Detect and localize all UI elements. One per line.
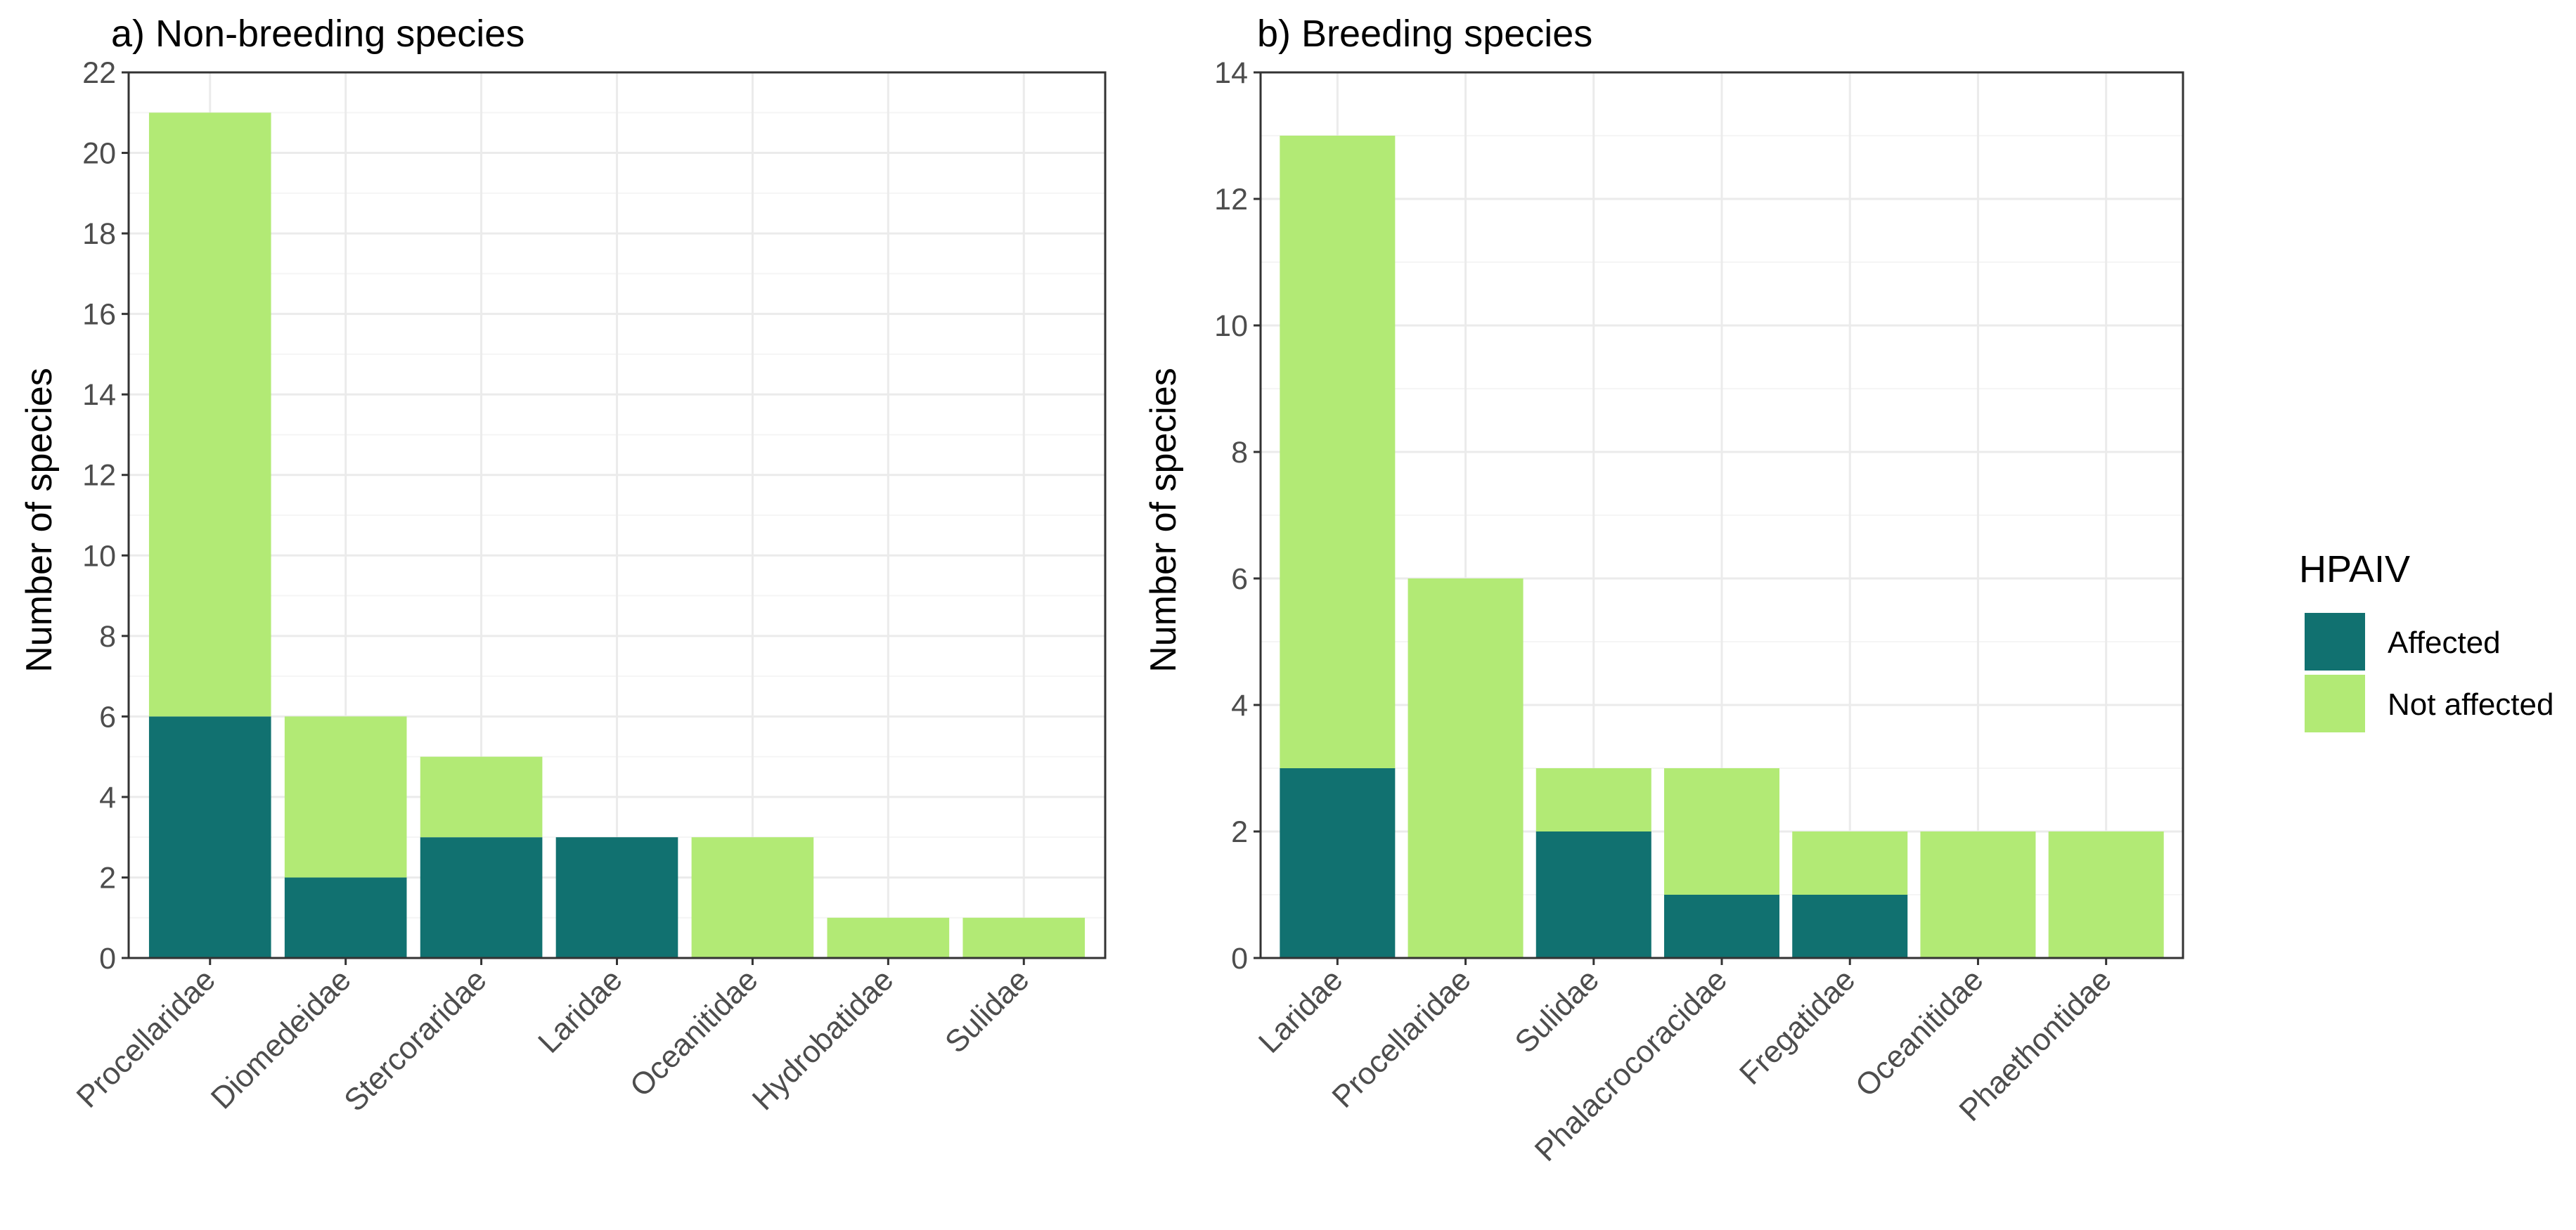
bar-not-affected (1408, 578, 1524, 958)
y-tick-label: 14 (1214, 56, 1248, 90)
y-tick-label: 6 (99, 700, 116, 734)
bar-affected (1792, 895, 1908, 958)
bar-not-affected (2048, 831, 2164, 958)
y-tick-label: 12 (1214, 183, 1248, 216)
y-tick-label: 20 (82, 137, 116, 171)
x-tick-label: Laridae (1252, 962, 1349, 1059)
x-tick-label: Hydrobatidae (746, 962, 901, 1117)
y-tick-label: 12 (82, 459, 116, 493)
y-tick-label: 4 (99, 781, 116, 815)
bars (148, 112, 1086, 958)
y-tick-label: 0 (1231, 942, 1248, 976)
legend-label-affected: Affected (2388, 626, 2501, 660)
y-axis-ticks: 0 2 4 6 8 10 12 14 (1214, 56, 1261, 976)
bar-not-affected (691, 837, 814, 958)
x-tick-label: Sulidae (939, 962, 1036, 1059)
y-tick-label: 6 (1231, 562, 1248, 596)
legend-title: HPAIV (2299, 548, 2410, 590)
bar-affected (1535, 831, 1651, 958)
x-tick-label: Oceanitidae (1849, 962, 1990, 1103)
bar-not-affected (284, 716, 407, 878)
bars (1280, 136, 2164, 958)
y-tick-label: 0 (99, 942, 116, 976)
y-tick-label: 4 (1231, 689, 1248, 723)
y-axis-ticks: 0 2 4 6 8 10 12 14 16 18 20 22 (82, 56, 129, 976)
panel-non-breeding: a) Non-breeding species Number of specie… (19, 13, 1107, 1118)
x-tick-label: Sulidae (1508, 962, 1605, 1059)
legend-swatch-not-affected (2305, 675, 2365, 732)
bar-affected (555, 837, 678, 958)
x-tick-label: Procellaridae (1325, 962, 1477, 1114)
bar-affected (1280, 768, 1396, 958)
bar-not-affected (420, 756, 543, 838)
y-tick-label: 14 (82, 378, 116, 412)
legend-label-not-affected: Not affected (2388, 687, 2554, 722)
x-tick-label: Laridae (532, 962, 629, 1059)
bar-affected (148, 716, 271, 958)
y-tick-label: 18 (82, 217, 116, 251)
grid (129, 71, 1105, 959)
y-tick-label: 2 (1231, 815, 1248, 849)
y-tick-label: 8 (1231, 436, 1248, 470)
chart-title: b) Breeding species (1257, 13, 1592, 55)
bar-not-affected (1535, 768, 1651, 831)
bar-affected (284, 877, 407, 958)
bar-not-affected (148, 112, 271, 717)
bar-affected (420, 837, 543, 958)
bar-not-affected (1920, 831, 2036, 958)
y-tick-label: 10 (82, 539, 116, 573)
y-axis-label: Number of species (1143, 368, 1184, 673)
y-axis-label: Number of species (19, 368, 60, 673)
bar-not-affected (1280, 136, 1396, 768)
bar-not-affected (1664, 768, 1779, 895)
bar-affected (1664, 895, 1779, 958)
panel-breeding: b) Breeding species Number of species 0 2… (1143, 13, 2184, 1168)
x-tick-label: Fregatidae (1733, 962, 1862, 1091)
x-tick-label: Stercoraridae (337, 962, 493, 1118)
y-tick-label: 8 (99, 620, 116, 654)
y-tick-label: 16 (82, 298, 116, 332)
legend: HPAIV Affected Not affected (2299, 548, 2554, 732)
y-tick-label: 2 (99, 861, 116, 895)
y-tick-label: 10 (1214, 309, 1248, 343)
bar-not-affected (827, 917, 950, 958)
bar-not-affected (1792, 831, 1908, 895)
x-tick-label: Procellaridae (70, 962, 222, 1114)
y-tick-label: 22 (82, 56, 116, 90)
legend-swatch-affected (2305, 613, 2365, 671)
bar-not-affected (962, 917, 1086, 958)
x-tick-label: Diomedeidae (205, 962, 358, 1115)
chart-title: a) Non-breeding species (111, 13, 524, 55)
x-tick-label: Oceanitidae (624, 962, 765, 1103)
